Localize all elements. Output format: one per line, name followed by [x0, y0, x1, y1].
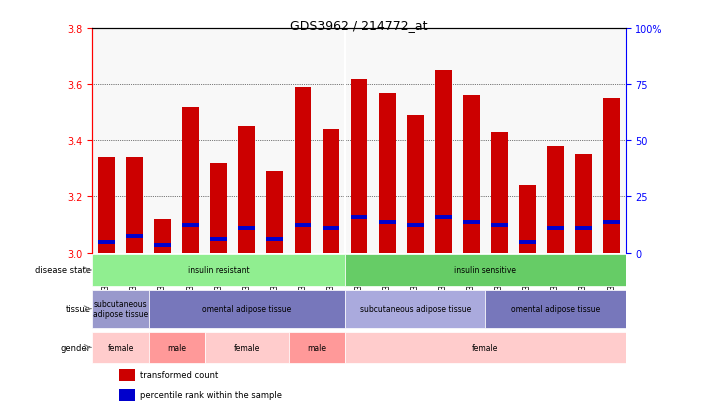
Bar	[238, 127, 255, 253]
Bar	[575, 155, 592, 253]
Bar	[519, 240, 536, 244]
Bar	[210, 163, 227, 253]
Text: omental adipose tissue: omental adipose tissue	[202, 304, 292, 313]
Bar	[119, 389, 135, 401]
Bar	[126, 158, 143, 253]
Bar	[154, 219, 171, 253]
Bar	[267, 237, 283, 242]
Text: female: female	[234, 343, 260, 352]
Bar	[323, 130, 339, 253]
Bar	[547, 226, 564, 230]
Text: transformed count: transformed count	[141, 370, 219, 380]
FancyBboxPatch shape	[345, 332, 626, 363]
Bar	[463, 96, 480, 253]
FancyBboxPatch shape	[92, 290, 149, 328]
Text: male: male	[307, 343, 326, 352]
FancyBboxPatch shape	[92, 255, 345, 286]
Bar	[519, 186, 536, 253]
Bar	[154, 243, 171, 247]
Bar	[407, 116, 424, 253]
Text: omental adipose tissue: omental adipose tissue	[511, 304, 600, 313]
Bar	[435, 215, 451, 219]
Bar	[379, 93, 395, 253]
Bar	[603, 221, 620, 225]
Bar	[351, 215, 368, 219]
Bar	[119, 369, 135, 381]
Bar	[267, 172, 283, 253]
Bar	[379, 221, 395, 225]
FancyBboxPatch shape	[486, 290, 626, 328]
Text: insulin sensitive: insulin sensitive	[454, 266, 516, 275]
Text: tissue: tissue	[66, 304, 91, 313]
Text: subcutaneous adipose tissue: subcutaneous adipose tissue	[360, 304, 471, 313]
Bar	[210, 237, 227, 242]
FancyBboxPatch shape	[289, 332, 345, 363]
FancyBboxPatch shape	[149, 332, 205, 363]
Bar	[407, 223, 424, 228]
Bar	[435, 71, 451, 253]
Text: disease state: disease state	[35, 266, 91, 275]
Bar	[182, 107, 199, 253]
Text: GDS3962 / 214772_at: GDS3962 / 214772_at	[290, 19, 428, 31]
Bar	[323, 226, 339, 230]
Text: female: female	[472, 343, 498, 352]
Text: insulin resistant: insulin resistant	[188, 266, 250, 275]
Text: female: female	[107, 343, 134, 352]
Bar	[182, 223, 199, 228]
Bar	[491, 133, 508, 253]
Bar	[294, 88, 311, 253]
Text: percentile rank within the sample: percentile rank within the sample	[141, 390, 282, 399]
FancyBboxPatch shape	[345, 290, 486, 328]
Text: male: male	[167, 343, 186, 352]
Bar	[98, 240, 115, 244]
Bar	[547, 147, 564, 253]
Bar	[351, 79, 368, 253]
FancyBboxPatch shape	[205, 332, 289, 363]
Bar	[294, 223, 311, 228]
FancyBboxPatch shape	[92, 332, 149, 363]
Bar	[575, 226, 592, 230]
Text: gender: gender	[61, 343, 91, 352]
Bar	[491, 223, 508, 228]
Bar	[126, 235, 143, 239]
Bar	[98, 158, 115, 253]
Bar	[238, 226, 255, 230]
Bar	[603, 99, 620, 253]
FancyBboxPatch shape	[345, 255, 626, 286]
Text: subcutaneous
adipose tissue: subcutaneous adipose tissue	[93, 299, 148, 318]
Bar	[463, 221, 480, 225]
FancyBboxPatch shape	[149, 290, 345, 328]
